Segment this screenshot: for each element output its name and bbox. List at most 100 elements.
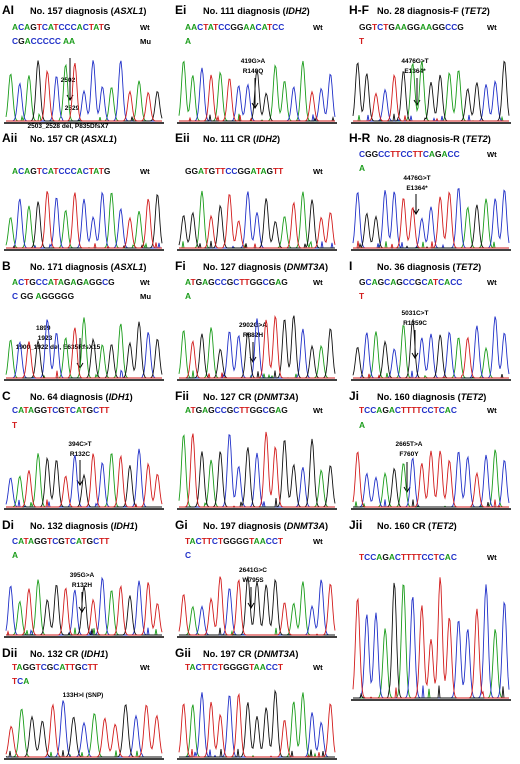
trace-t: [6, 453, 163, 508]
trace-t: [6, 582, 163, 636]
mutation-annotation: R132C: [70, 451, 91, 458]
trace-a: [6, 453, 162, 508]
panel-title: No. 111 diagnosis (IDH2): [203, 6, 310, 16]
mutation-annotation: R132H: [72, 582, 93, 589]
chromatogram: [5, 576, 163, 636]
panel-label: H-R: [349, 131, 371, 145]
trace-t: [5, 703, 163, 758]
trace-g: [353, 467, 509, 508]
trace-c: [6, 191, 162, 249]
trace-t: [353, 191, 509, 249]
panel-title: No. 132 CR (IDH1): [30, 649, 108, 659]
trace-g: [179, 69, 335, 122]
panel-label: Di: [2, 518, 14, 532]
panel-c: C No. 64 diagnosis (IDH1) CATAGGTCGTCATGCT…: [2, 389, 164, 510]
panel-title: No. 197 CR (DNMT3A): [203, 649, 298, 659]
trace-g: [179, 438, 336, 508]
sequence-tag: Wt: [313, 278, 323, 287]
panel-label: I: [349, 259, 352, 273]
reference-sequence: TCCAGACTTTTCCTCAC: [359, 405, 457, 415]
trace-c: [6, 700, 162, 758]
mutation-annotation: 2502: [61, 77, 76, 84]
panel-title: No. 171 diagnosis (ASXL1): [30, 262, 146, 272]
trace-a: [5, 63, 162, 122]
mutation-annotation: R140Q: [243, 68, 264, 75]
panel-ai: AI No. 157 diagnosis (ASXL1) ACAGTCATCCCAC…: [2, 3, 164, 130]
panel-gii: Gii No. 197 CR (DNMT3A) TACTTCTGGGGTAACCT W…: [175, 646, 337, 760]
panel-aii: Aii No. 157 CR (ASXL1) ACAGTCATCCCACTATG Wt: [2, 131, 164, 251]
variant-sequence: TCA: [12, 676, 29, 686]
mutation-annotation: E1364*: [406, 185, 428, 192]
panel-title: No. 64 diagnosis (IDH1): [30, 392, 133, 402]
sequence-tag: Wt: [313, 406, 323, 415]
trace-g: [6, 193, 163, 249]
panel-title: No. 36 diagnosis (TET2): [377, 262, 481, 272]
reference-sequence: ACTGCCATAGAGAGGCG: [12, 277, 115, 287]
sequence-tag: Wt: [313, 167, 323, 176]
panel-title: No. 111 CR (IDH2): [203, 134, 280, 144]
sequence-tag: Wt: [313, 23, 323, 32]
reference-sequence: ACAGTCATCCCACTATG: [12, 22, 110, 32]
sequence-tag: Wt: [487, 278, 497, 287]
panel-ei: Ei No. 111 diagnosis (IDH2) AACTATCCGGAACA…: [175, 3, 337, 124]
panel-title: No. 160 CR (TET2): [377, 521, 457, 531]
mutation-annotation: 2529: [65, 105, 80, 112]
reference-sequence: ATGAGCCGCTTGGCGAG: [185, 277, 288, 287]
variant-sequence: A: [359, 163, 365, 173]
reference-sequence: ACAGTCATCCCACTATG: [12, 166, 110, 176]
panel-label: Fi: [175, 259, 186, 273]
mutation-arrow: [76, 460, 84, 486]
mutation-annotation: 133H>I (SNP): [63, 692, 104, 699]
mutation-annotation: F760Y: [399, 451, 419, 458]
sequence-tag: Wt: [487, 406, 497, 415]
variant-sequence: C GG AGGGGG: [12, 291, 74, 301]
panel-h-r: H-R No. 28 diagnosis-R (TET2) CGGCCTTCCTTC…: [349, 131, 511, 251]
panel-ji: Ji No. 160 diagnosis (TET2) TCCAGACTTTTCCT…: [349, 389, 511, 510]
trace-t: [179, 431, 335, 508]
chromatogram: [5, 700, 163, 758]
reference-sequence: AACTATCCGGAACATCC: [185, 22, 284, 32]
trace-t: [352, 450, 509, 508]
mutation-annotation: 4476G>T: [401, 58, 428, 65]
sequence-tag: Wt: [140, 663, 150, 672]
trace-t: [178, 576, 336, 636]
panel-label: Eii: [175, 131, 190, 145]
variant-sequence: A: [185, 291, 191, 301]
mutation-arrow: [247, 587, 255, 609]
panel-fii: Fii No. 127 CR (DNMT3A) ATGAGCCGCTTGGCGAG W…: [175, 389, 337, 510]
reference-sequence: CATAGGTCGTCATGCTT: [12, 536, 110, 546]
panel-label: C: [2, 389, 11, 403]
panel-dii: Dii No. 132 CR (IDH1) TAGGTCGCATTGCTT Wt TC…: [2, 646, 164, 760]
sequence-tag: Wt: [140, 23, 150, 32]
reference-sequence: ATGAGCCGCTTGGCGAG: [185, 405, 288, 415]
mutation-annotation: E1364*: [404, 68, 426, 75]
reference-sequence: TAGGTCGCATTGCTT: [12, 662, 99, 672]
trace-g: [353, 204, 509, 249]
trace-a: [5, 192, 162, 249]
panel-title: No. 132 diagnosis (IDH1): [30, 521, 138, 531]
panel-label: Ei: [175, 3, 186, 17]
variant-sequence: A: [12, 550, 18, 560]
chromatogram: [178, 315, 336, 379]
panel-label: Aii: [2, 131, 17, 145]
sequence-tag: Wt: [487, 150, 497, 159]
panel-label: AI: [2, 3, 14, 17]
panel-title: No. 160 diagnosis (TET2): [377, 392, 486, 402]
trace-t: [6, 62, 162, 122]
trace-g: [6, 584, 162, 636]
panel-label: Ji: [349, 389, 359, 403]
panel-title: No. 127 CR (DNMT3A): [203, 392, 298, 402]
trace-c: [353, 79, 509, 122]
trace-a: [353, 60, 509, 122]
trace-t: [353, 73, 509, 122]
chromatogram: [5, 448, 163, 508]
reference-sequence: CGGCCTTCCTTCAGACC: [359, 149, 460, 159]
panel-i: I No. 36 diagnosis (TET2) GCAGCAGCCGCATCAC…: [349, 259, 511, 381]
chromatogram: [178, 576, 336, 636]
reference-sequence: GCAGCAGCCGCATCACC: [359, 277, 462, 287]
sequence-tag: Mu: [140, 37, 151, 46]
variant-sequence: A: [359, 420, 365, 430]
chromatogram: [178, 431, 336, 508]
panel-title: No. 127 diagnosis (DNMT3A): [203, 262, 328, 272]
trace-c: [179, 692, 335, 758]
